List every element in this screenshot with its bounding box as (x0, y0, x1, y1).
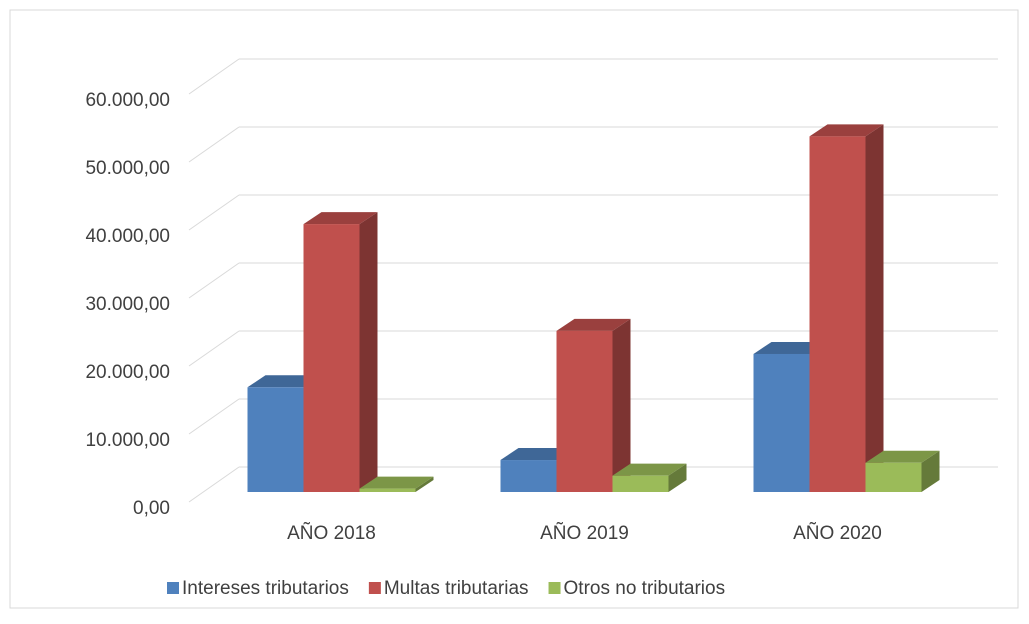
bar-top (556, 318, 631, 331)
bar-side (359, 212, 378, 492)
bar-top (753, 341, 828, 354)
bar-top (809, 124, 884, 137)
y-tick-label: 50.000,00 (85, 158, 170, 179)
legend-label: Intereses tributarios (182, 578, 349, 599)
bar (612, 475, 669, 492)
legend-label: Otros no tributarios (564, 578, 726, 599)
bar-side (668, 463, 687, 492)
x-tick-label: AÑO 2019 (540, 522, 629, 544)
bar-top (359, 476, 434, 489)
bar (247, 387, 304, 492)
bar-top (247, 375, 322, 388)
bar-side (921, 450, 940, 492)
bar (753, 353, 810, 492)
bar-top (865, 450, 940, 463)
x-tick-label: AÑO 2018 (287, 522, 376, 544)
grid-line (188, 194, 240, 231)
bar-side (415, 476, 434, 492)
bar-top (500, 448, 575, 461)
bar (556, 330, 613, 492)
y-tick-label: 60.000,00 (85, 90, 170, 111)
legend-label: Multas tributarias (384, 578, 529, 599)
bar (303, 224, 360, 492)
legend-swatch (548, 582, 561, 594)
grid-line (188, 262, 240, 299)
bar-top (612, 463, 687, 476)
bar (359, 488, 416, 492)
bar (500, 460, 557, 492)
y-tick-label: 40.000,00 (85, 226, 170, 247)
y-tick-label: 10.000,00 (85, 430, 170, 451)
grid-line (188, 58, 240, 95)
bar (809, 136, 866, 493)
y-tick-label: 30.000,00 (85, 294, 170, 315)
bar-side (612, 318, 631, 492)
y-tick-label: 20.000,00 (85, 362, 170, 383)
bar (865, 462, 922, 492)
legend-swatch (368, 582, 381, 594)
grid-line (188, 126, 240, 163)
bar-top (303, 212, 378, 225)
x-tick-label: AÑO 2020 (793, 522, 882, 544)
grid-line (188, 330, 240, 367)
legend-swatch (167, 582, 179, 594)
bar-side (865, 124, 884, 493)
grid-line (188, 466, 240, 503)
grid-line (188, 398, 240, 435)
y-tick-label: 0,00 (133, 498, 170, 519)
